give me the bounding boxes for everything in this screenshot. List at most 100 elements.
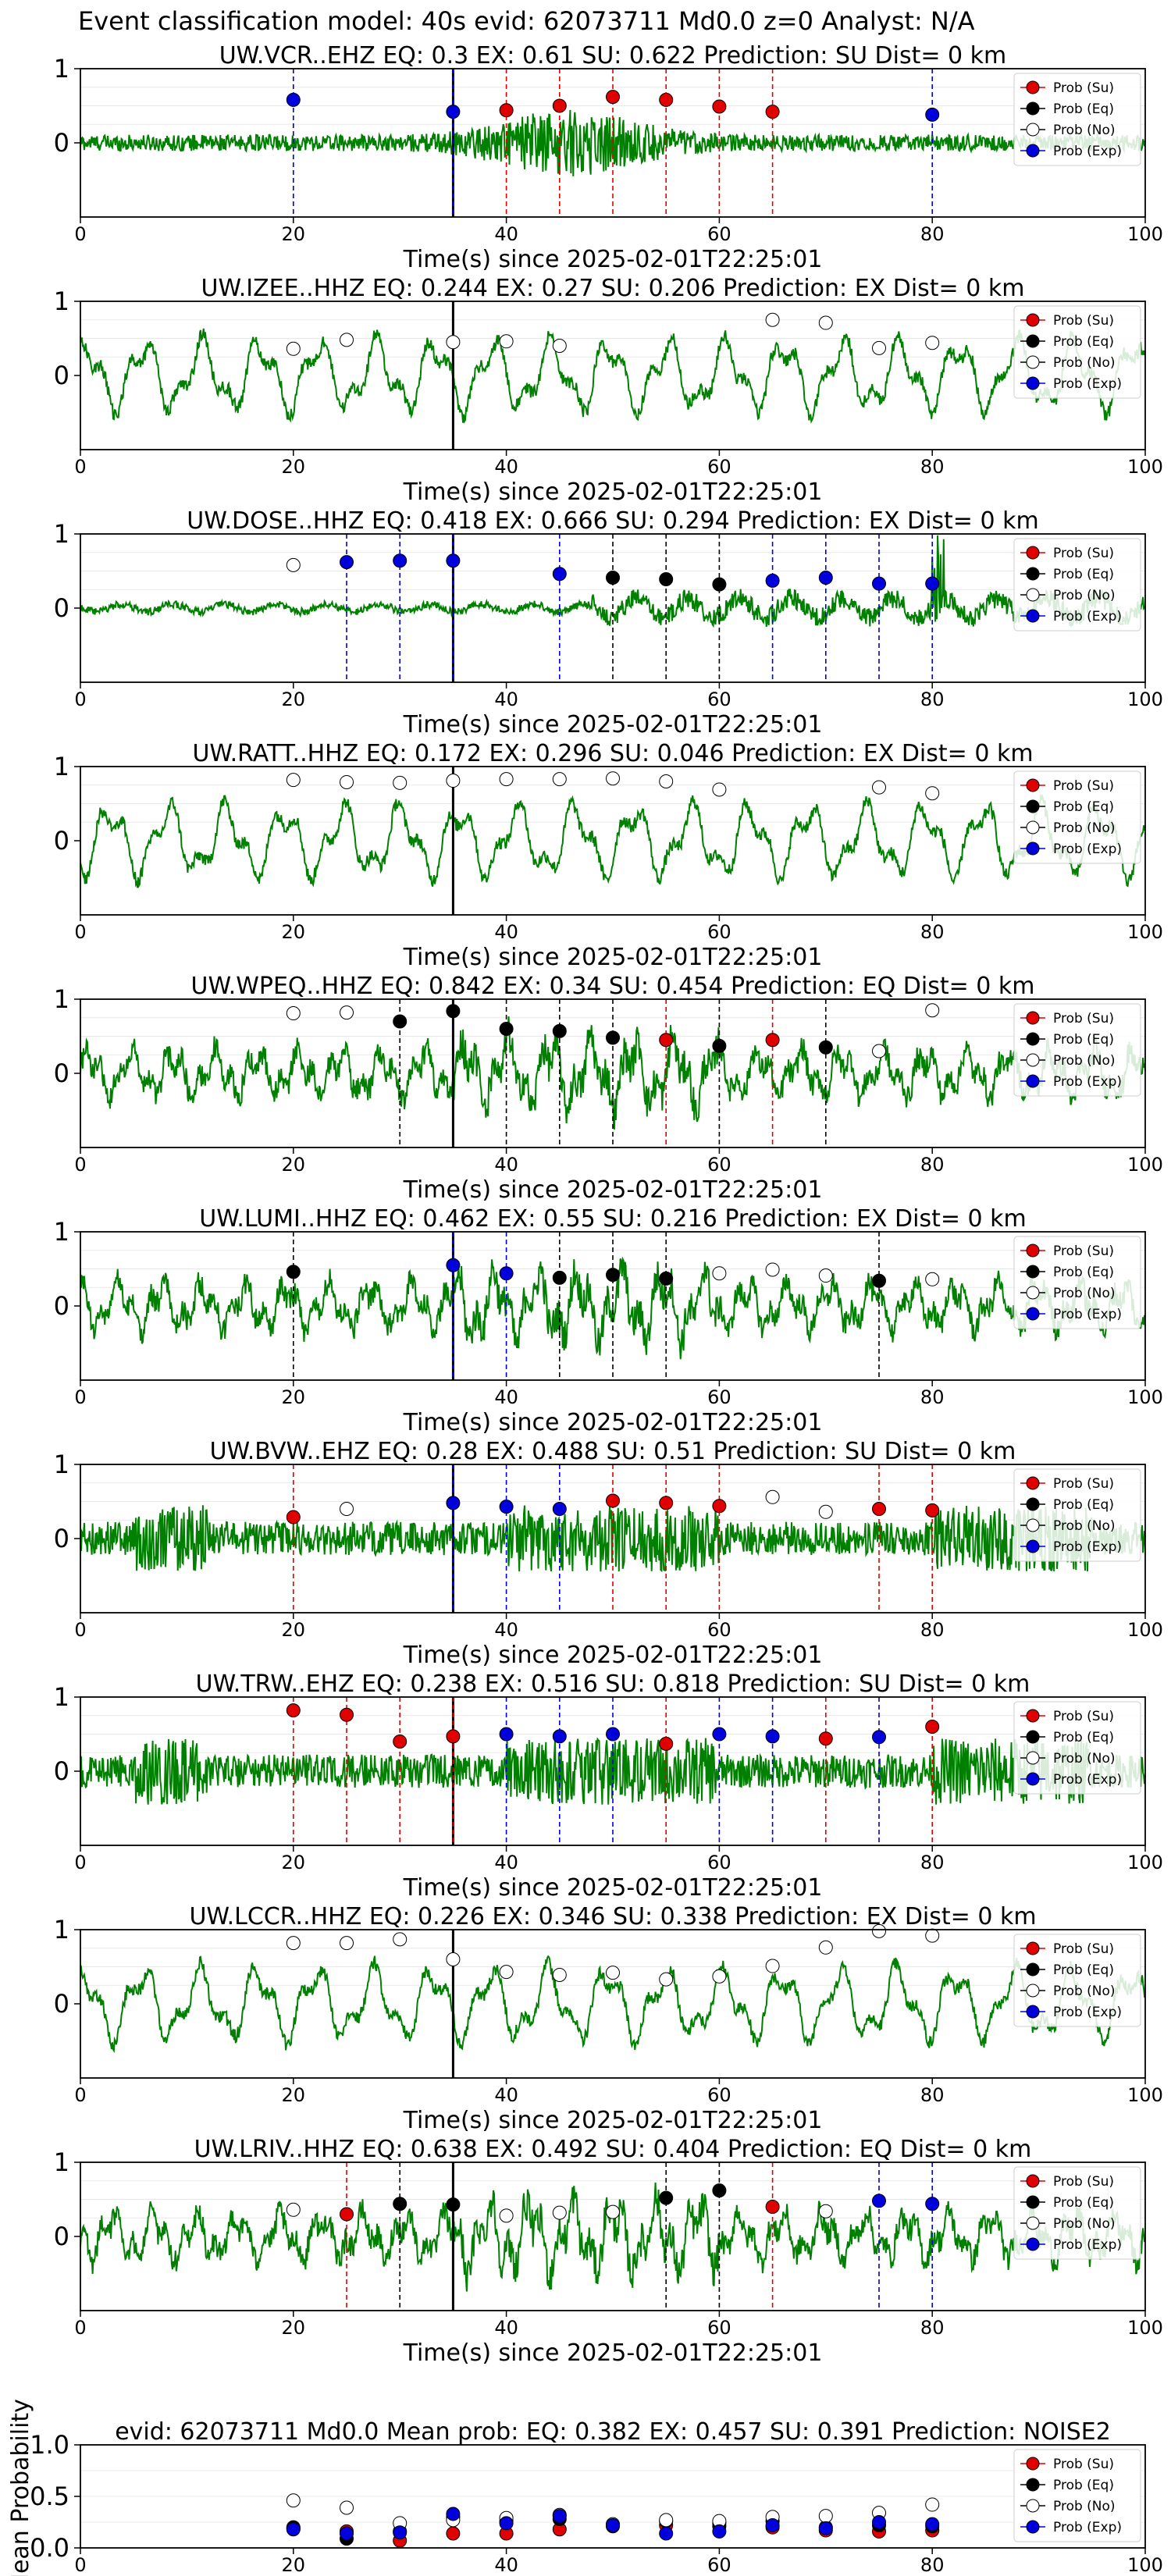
prob-marker-2: [393, 2197, 408, 2211]
prob-marker-4: [499, 1022, 514, 1036]
prob-marker-1: [340, 1707, 354, 1722]
prob-marker-2: [393, 1014, 408, 1029]
mean-marker-exp-10: [818, 2521, 833, 2535]
x-tick-label: 80: [920, 921, 945, 943]
mean-marker-exp-4: [499, 2516, 514, 2531]
legend-label-no: Prob (No): [1053, 1751, 1116, 1767]
legend-label-no: Prob (No): [1053, 1518, 1116, 1534]
legend-label-no: Prob (No): [1053, 2499, 1116, 2514]
legend-marker-no: [1026, 1053, 1040, 1067]
prob-marker-2: [446, 1496, 461, 1510]
legend-marker-exp: [1026, 1074, 1040, 1088]
legend-box: [1013, 770, 1141, 864]
legend: Prob (Su) Prob (Eq) Prob (No) Prob (Exp): [1013, 538, 1141, 632]
x-tick-label: 80: [920, 688, 945, 710]
prob-marker-3: [446, 2197, 461, 2212]
x-tick-label: 80: [920, 1386, 945, 1408]
x-tick-label: 80: [920, 1852, 945, 1873]
station-panel-4: UW.WPEQ..HHZ EQ: 0.842 EX: 0.34 SU: 0.45…: [54, 973, 1163, 1204]
prob-marker-11: [925, 576, 940, 591]
waveform-trace: [80, 328, 1146, 424]
prob-marker-1: [340, 333, 354, 347]
x-axis-label: Time(s) since 2025-02-01T22:25:01: [403, 479, 823, 506]
legend-label-exp: Prob (Exp): [1053, 144, 1122, 159]
x-axis-label: Time(s) since 2025-02-01T22:25:01: [403, 1409, 823, 1436]
legend-marker-eq: [1026, 799, 1040, 813]
y-tick-label: 0: [54, 1059, 69, 1088]
x-tick-label: 100: [1127, 688, 1163, 710]
legend-label-no: Prob (No): [1053, 1286, 1116, 1301]
mean-marker-exp-9: [765, 2517, 780, 2532]
x-tick-label: 40: [494, 688, 518, 710]
legend-marker-no: [1026, 1751, 1040, 1765]
y-tick-label: 1: [54, 1450, 69, 1479]
x-tick-label: 20: [282, 1386, 306, 1408]
legend: Prob (Su) Prob (Eq) Prob (No) Prob (Exp): [1013, 1934, 1141, 2027]
x-tick-label: 80: [920, 2317, 945, 2339]
station-panel-2: UW.DOSE..HHZ EQ: 0.418 EX: 0.666 SU: 0.2…: [54, 507, 1163, 738]
x-axis-label: Time(s) since 2025-02-01T22:25:01: [403, 246, 823, 273]
legend: Prob (Su) Prob (Eq) Prob (No) Prob (Exp): [1013, 1003, 1141, 1097]
legend-box: [1013, 2449, 1141, 2542]
prob-marker-4: [499, 772, 514, 787]
legend-label-exp: Prob (Exp): [1053, 2237, 1122, 2253]
x-tick-label: 80: [920, 2084, 945, 2106]
prob-marker-4: [606, 1268, 620, 1283]
legend-marker-no: [1026, 820, 1040, 834]
prob-marker-6: [606, 2204, 620, 2219]
prob-marker-8: [925, 336, 940, 350]
prob-marker-12: [925, 1003, 940, 1018]
mean-marker-exp-12: [925, 2517, 940, 2532]
prob-marker-6: [659, 571, 674, 586]
x-tick-label: 100: [1127, 921, 1163, 943]
prob-marker-11: [872, 1923, 886, 1938]
prob-marker-7: [659, 1033, 674, 1048]
legend-marker-no: [1026, 588, 1040, 602]
prob-marker-4: [552, 339, 567, 353]
x-tick-label: 60: [707, 1386, 731, 1408]
legend-marker-exp: [1026, 376, 1040, 390]
x-tick-label: 40: [494, 2084, 518, 2106]
y-tick-label: 0: [54, 1524, 69, 1553]
legend-marker-exp: [1026, 2005, 1040, 2019]
panel-title: UW.WPEQ..HHZ EQ: 0.842 EX: 0.34 SU: 0.45…: [191, 973, 1035, 1000]
prob-marker-7: [712, 577, 727, 592]
y-tick-label: 0: [54, 593, 69, 623]
legend-label-eq: Prob (Eq): [1053, 1497, 1114, 1513]
prob-marker-0: [286, 1703, 301, 1718]
legend-label-no: Prob (No): [1053, 355, 1116, 371]
prob-marker-5: [552, 1023, 567, 1038]
prob-marker-0: [286, 341, 301, 356]
panel-title: UW.TRW..EHZ EQ: 0.238 EX: 0.516 SU: 0.81…: [196, 1670, 1030, 1698]
prob-marker-4: [499, 1965, 514, 1980]
x-tick-label: 20: [282, 2554, 306, 2576]
prob-marker-6: [606, 1030, 620, 1045]
legend-box: [1013, 305, 1141, 399]
x-tick-label: 80: [920, 223, 945, 245]
station-panel-7: UW.TRW..EHZ EQ: 0.238 EX: 0.516 SU: 0.81…: [54, 1670, 1163, 1902]
prob-marker-6: [659, 1496, 674, 1510]
legend: Prob (Su) Prob (Eq) Prob (No) Prob (Exp): [1013, 1468, 1141, 1562]
axes-frame: [80, 1231, 1146, 1381]
legend-label-no: Prob (No): [1053, 1053, 1116, 1069]
axes-frame: [80, 533, 1146, 683]
x-tick-label: 20: [282, 1619, 306, 1641]
prob-marker-0: [286, 1265, 301, 1279]
x-tick-label: 40: [494, 1852, 518, 1873]
prob-marker-1: [446, 1258, 461, 1272]
legend: Prob (Su) Prob (Eq) Prob (No) Prob (Exp): [1013, 2449, 1141, 2542]
station-panel-5: UW.LUMI..HHZ EQ: 0.462 EX: 0.55 SU: 0.21…: [54, 1205, 1163, 1436]
x-tick-label: 100: [1127, 2554, 1163, 2576]
prob-marker-3: [446, 774, 461, 788]
mean-marker-exp-11: [872, 2515, 886, 2529]
y-tick-label: 1: [54, 1915, 69, 1944]
legend-marker-su: [1026, 546, 1040, 560]
panel-title: UW.RATT..HHZ EQ: 0.172 EX: 0.296 SU: 0.0…: [192, 740, 1033, 767]
legend-label-su: Prob (Su): [1053, 2174, 1114, 2190]
legend-marker-eq: [1026, 1032, 1040, 1046]
x-tick-label: 40: [494, 921, 518, 943]
prob-marker-5: [606, 1493, 620, 1508]
prob-marker-4: [552, 1502, 567, 1516]
legend-marker-no: [1026, 1286, 1040, 1300]
x-tick-label: 100: [1127, 1619, 1163, 1641]
